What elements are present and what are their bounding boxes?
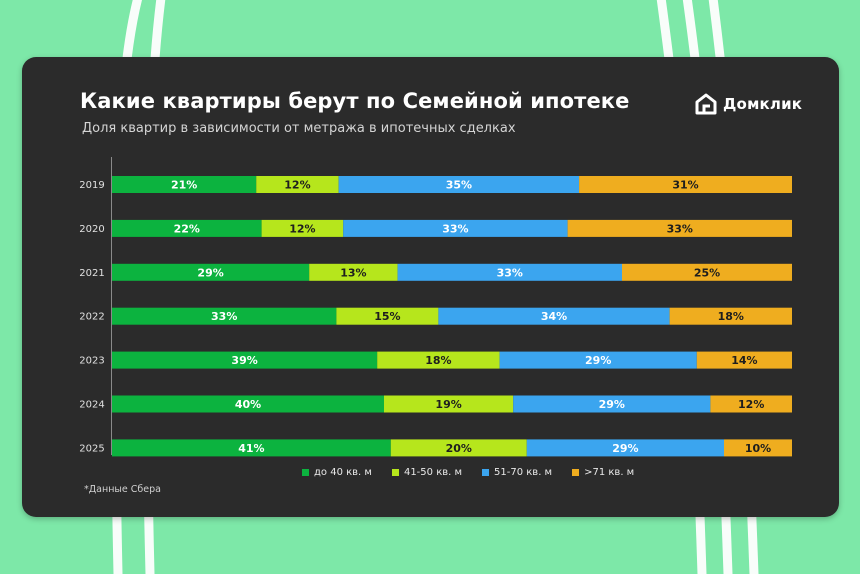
bar-segment <box>710 395 792 413</box>
bar-value-label: 18% <box>425 354 451 367</box>
legend-label: до 40 кв. м <box>314 466 372 478</box>
bar-segment <box>377 351 500 369</box>
bar-value-label: 29% <box>585 354 611 367</box>
bar-segment <box>261 219 344 237</box>
bar-segment <box>696 351 792 369</box>
bar-value-label: 33% <box>667 222 693 235</box>
legend-item: до 40 кв. м <box>302 467 372 478</box>
bar-value-label: 12% <box>738 398 764 411</box>
stacked-bar-chart: 2019 21% 12% 35% 31% 2020 22% 12% 33% 33% 2021 29% 1… <box>79 157 792 457</box>
bar-value-label: 33% <box>442 222 468 235</box>
legend-swatch <box>482 468 490 476</box>
bar-segment <box>622 263 792 281</box>
bar-segment <box>112 351 378 369</box>
bar-segment <box>579 176 792 193</box>
bar-segment <box>384 395 514 413</box>
chart-subtitle: Доля квартир в зависимости от метража в … <box>82 121 516 136</box>
bar-segment <box>669 307 792 325</box>
bar-segment <box>112 439 391 457</box>
bar-value-label: 31% <box>672 179 698 192</box>
bar-segment <box>112 395 384 413</box>
bar-segment <box>256 176 339 193</box>
chart-title: Какие квартиры берут по Семейной ипотеке <box>80 89 630 113</box>
bar-value-label: 15% <box>374 310 400 323</box>
legend-label: >71 кв. м <box>584 466 635 478</box>
legend-item: 41-50 кв. м <box>391 466 463 478</box>
domclick-logo: Домклик <box>695 91 802 117</box>
bar-value-label: 33% <box>211 310 237 323</box>
bar-value-label: 40% <box>235 398 261 411</box>
footnote: *Данные Сбера <box>84 484 161 495</box>
bar-value-label: 12% <box>289 222 315 235</box>
legend-label: 51-70 кв. м <box>494 466 553 478</box>
bar-segment <box>397 263 622 281</box>
legend-item: 51-70 кв. м <box>482 467 552 478</box>
bar-segment <box>112 176 257 193</box>
bar-value-label: 29% <box>599 398 625 411</box>
bar-segment <box>390 439 527 457</box>
bar-segment <box>336 307 439 325</box>
bar-segment <box>438 307 670 325</box>
bar-value-label: 12% <box>284 179 310 192</box>
bar-value-label: 19% <box>435 398 461 411</box>
bar-segment <box>338 176 580 193</box>
bar-segment <box>724 439 792 457</box>
bars-group: 2019 21% 12% 35% 31% 2020 22% 12% 33% 33% 2021 29% 1… <box>79 176 792 457</box>
bar-value-label: 14% <box>731 354 757 367</box>
bar-segment <box>112 219 262 237</box>
year-tick-label: 2020 <box>79 224 104 235</box>
bar-value-label: 21% <box>171 179 197 192</box>
bar-segment <box>567 219 792 237</box>
bar-segment <box>499 351 697 369</box>
bar-value-label: 33% <box>497 266 523 279</box>
bar-segment <box>513 395 711 413</box>
bar-value-label: 20% <box>446 442 472 455</box>
chart-legend: до 40 кв. м 41-50 кв. м 51-70 кв. м >71 … <box>302 465 634 479</box>
bar-value-label: 25% <box>694 266 720 279</box>
legend-label: 41-50 кв. м <box>403 466 463 478</box>
bar-value-label: 18% <box>718 310 744 323</box>
bar-segment <box>309 263 398 281</box>
bar-segment <box>526 439 724 457</box>
bar-value-label: 34% <box>541 310 567 323</box>
bar-value-label: 35% <box>446 179 472 192</box>
bar-value-label: 22% <box>174 222 200 235</box>
year-tick-label: 2023 <box>79 356 104 367</box>
bar-segment <box>112 307 337 325</box>
house-logo-icon <box>695 93 717 115</box>
bar-value-label: 29% <box>197 266 223 279</box>
bar-value-label: 29% <box>612 442 638 455</box>
legend-item: >71 кв. м <box>572 467 634 478</box>
year-tick-label: 2021 <box>79 268 104 279</box>
bar-value-label: 10% <box>745 442 771 455</box>
year-tick-label: 2022 <box>79 312 104 323</box>
bar-value-label: 13% <box>340 266 366 279</box>
legend-swatch <box>572 468 580 476</box>
year-tick-label: 2025 <box>79 443 104 454</box>
bar-value-label: 39% <box>231 354 257 367</box>
legend-swatch <box>391 468 399 476</box>
bar-value-label: 41% <box>238 442 264 455</box>
bar-segment <box>343 219 568 237</box>
year-tick-label: 2019 <box>79 180 104 191</box>
logo-text: Домклик <box>723 95 803 113</box>
year-tick-label: 2024 <box>79 400 104 411</box>
chart-card: Какие квартиры берут по Семейной ипотеке… <box>22 57 839 517</box>
bar-segment <box>112 263 310 281</box>
legend-swatch <box>302 468 309 476</box>
